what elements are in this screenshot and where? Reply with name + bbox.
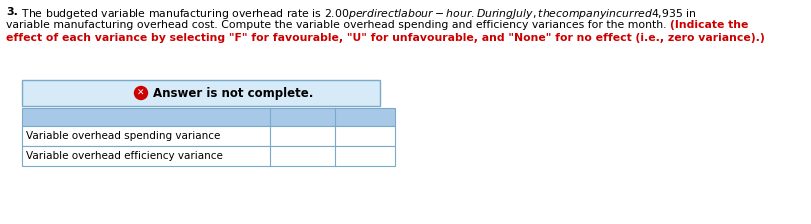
Bar bbox=[22, 108, 395, 126]
Bar bbox=[22, 126, 395, 146]
Text: 3.: 3. bbox=[6, 7, 18, 17]
Text: Answer is not complete.: Answer is not complete. bbox=[153, 86, 313, 99]
FancyBboxPatch shape bbox=[22, 80, 380, 106]
Text: variable manufacturing overhead cost. Compute the variable overhead spending and: variable manufacturing overhead cost. Co… bbox=[6, 20, 670, 30]
Text: Variable overhead efficiency variance: Variable overhead efficiency variance bbox=[26, 151, 223, 161]
Text: ✕: ✕ bbox=[137, 88, 144, 97]
Text: Variable overhead spending variance: Variable overhead spending variance bbox=[26, 131, 221, 141]
Bar bbox=[22, 146, 395, 166]
Circle shape bbox=[135, 86, 148, 99]
Text: The budgeted variable manufacturing overhead rate is $2.00 per direct labour-hou: The budgeted variable manufacturing over… bbox=[18, 7, 697, 21]
Text: effect of each variance by selecting "F" for favourable, "U" for unfavourable, a: effect of each variance by selecting "F"… bbox=[6, 33, 765, 43]
Text: (Indicate the: (Indicate the bbox=[670, 20, 749, 30]
